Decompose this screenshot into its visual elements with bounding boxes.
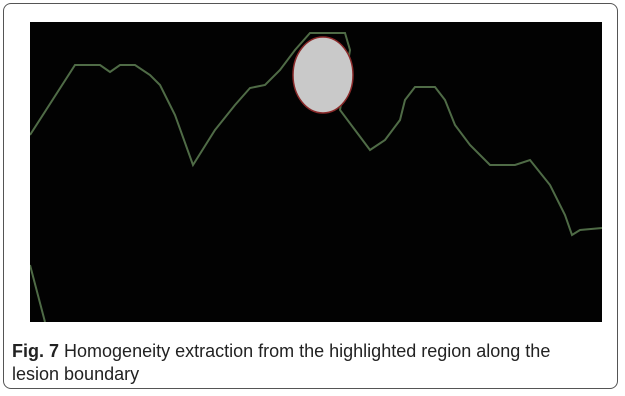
highlighted-region xyxy=(293,37,353,113)
caption: Fig. 7 Homogeneity extraction from the h… xyxy=(12,340,602,386)
figure-image xyxy=(30,22,602,322)
page: Fig. 7 Homogeneity extraction from the h… xyxy=(0,0,625,396)
caption-text: Homogeneity extraction from the highligh… xyxy=(12,341,550,384)
figure-label: Fig. 7 xyxy=(12,341,59,361)
